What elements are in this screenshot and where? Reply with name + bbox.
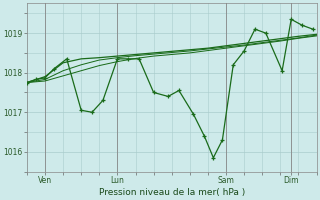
X-axis label: Pression niveau de la mer( hPa ): Pression niveau de la mer( hPa )	[99, 188, 245, 197]
